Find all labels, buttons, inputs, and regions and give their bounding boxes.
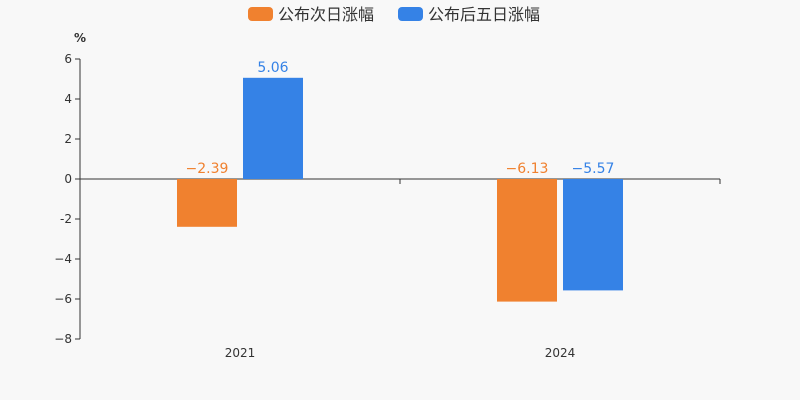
data-label: 5.06 bbox=[257, 60, 288, 76]
legend-swatch bbox=[398, 7, 423, 21]
data-label: −5.57 bbox=[572, 161, 615, 177]
y-axis: % 6 4 2 0 -2 −4 −6 −8 bbox=[54, 31, 86, 346]
y-axis-unit-label: % bbox=[74, 31, 86, 45]
y-tick-label: −6 bbox=[54, 292, 72, 306]
y-tick-label: 4 bbox=[64, 92, 72, 106]
y-tick-label: 0 bbox=[64, 172, 72, 186]
bar bbox=[243, 77, 303, 179]
legend-label: 公布次日涨幅 bbox=[278, 5, 374, 24]
bar bbox=[563, 179, 623, 291]
x-tick-label: 2024 bbox=[545, 346, 576, 360]
x-axis: 2021 2024 bbox=[79, 178, 721, 360]
legend: 公布次日涨幅 公布后五日涨幅 bbox=[248, 5, 540, 24]
y-tick-label: 2 bbox=[64, 132, 72, 146]
bars bbox=[177, 77, 623, 302]
legend-swatch bbox=[248, 7, 273, 21]
legend-label: 公布后五日涨幅 bbox=[428, 5, 540, 24]
data-labels: −2.39 −6.13 5.06 −5.57 bbox=[186, 60, 615, 177]
y-tick-label: -2 bbox=[60, 212, 72, 226]
y-tick-label: −8 bbox=[54, 332, 72, 346]
data-label: −2.39 bbox=[186, 161, 229, 177]
y-tick-label: −4 bbox=[54, 252, 72, 266]
y-tick-label: 6 bbox=[64, 52, 72, 66]
data-label: −6.13 bbox=[506, 161, 549, 177]
bar bbox=[497, 179, 557, 302]
bar bbox=[177, 179, 237, 227]
x-tick-label: 2021 bbox=[225, 346, 256, 360]
